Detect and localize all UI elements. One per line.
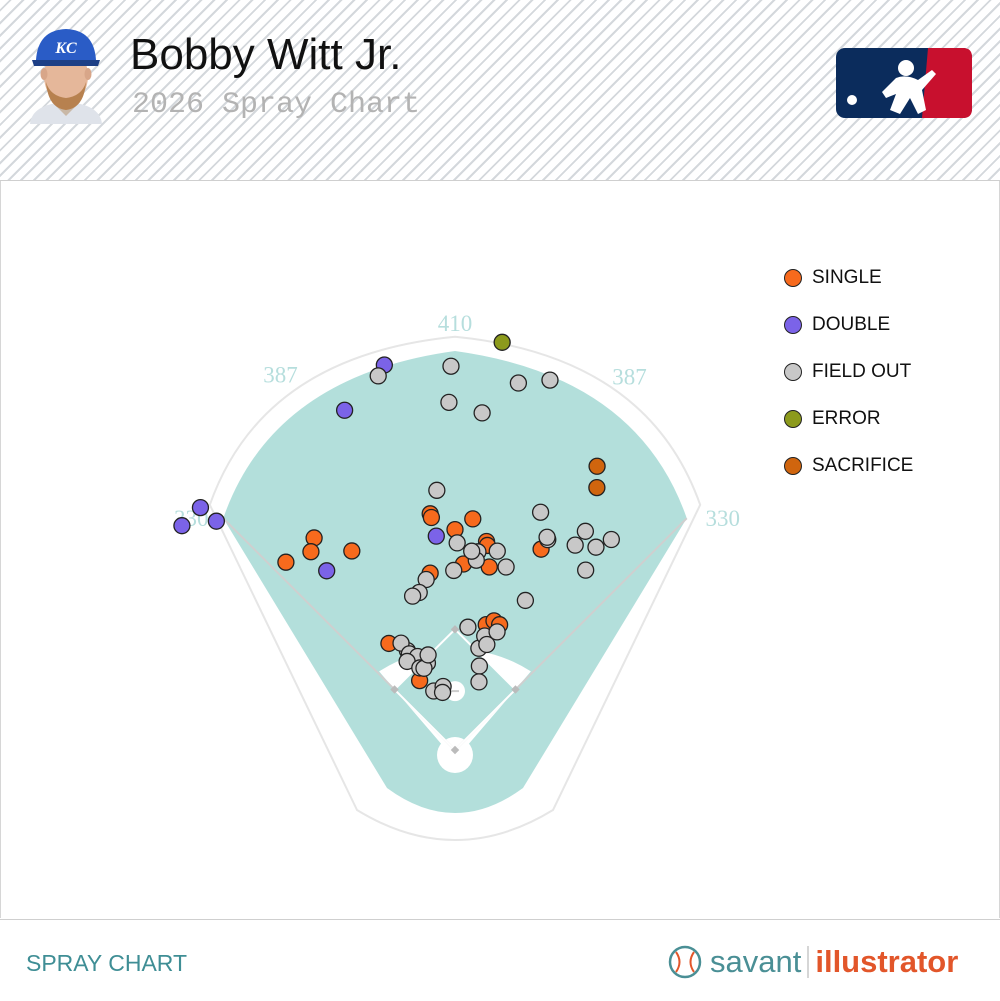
chart-subtitle: 2026 Spray Chart bbox=[132, 88, 421, 122]
hit-point-field-out bbox=[440, 393, 458, 412]
outfield-grass bbox=[223, 351, 687, 813]
hit-point-field-out bbox=[488, 623, 506, 641]
hit-point-field-out bbox=[538, 528, 556, 546]
hit-point-double bbox=[318, 562, 336, 580]
hit-point-single bbox=[343, 542, 361, 560]
hit-point-field-out bbox=[497, 558, 515, 576]
player-avatar: KC bbox=[30, 29, 102, 124]
distance-label-410: 410 bbox=[438, 311, 473, 336]
hit-point-field-out bbox=[473, 404, 491, 422]
hit-point-field-out bbox=[442, 357, 460, 375]
legend-label-error: ERROR bbox=[812, 407, 881, 429]
hit-point-sacrifice bbox=[588, 478, 606, 497]
hit-point-single bbox=[277, 553, 295, 571]
legend-label-field-out: FIELD OUT bbox=[812, 360, 912, 382]
header-banner: KC Bobby Witt Jr. 2026 Spray Chart bbox=[0, 0, 1000, 181]
brand-logo: savant illustrator bbox=[668, 940, 988, 984]
legend-item-field-out: FIELD OUT bbox=[784, 348, 913, 395]
hit-point-field-out bbox=[403, 587, 422, 605]
hit-point-sacrifice bbox=[588, 457, 606, 475]
hit-point-field-out bbox=[587, 538, 605, 556]
hit-point-double bbox=[427, 527, 445, 545]
baseball-icon bbox=[668, 945, 702, 979]
legend-label-double: DOUBLE bbox=[812, 313, 891, 335]
hit-point-field-out bbox=[566, 536, 584, 554]
third-base bbox=[390, 685, 399, 694]
hit-point-field-out bbox=[459, 618, 477, 636]
hit-point-double bbox=[335, 401, 354, 419]
legend-marker-sacrifice bbox=[784, 456, 802, 475]
hit-point-field-out bbox=[369, 367, 387, 385]
hit-point-field-out bbox=[470, 657, 489, 675]
hit-point-field-out bbox=[463, 542, 481, 560]
distance-label-387: 387 bbox=[263, 363, 298, 388]
hit-point-single bbox=[464, 510, 482, 528]
team-cap-letters: KC bbox=[54, 40, 77, 57]
hit-point-field-out bbox=[419, 646, 437, 664]
hit-point-field-out bbox=[445, 561, 463, 580]
hit-point-field-out bbox=[602, 530, 620, 549]
legend-marker-single bbox=[784, 268, 802, 287]
hit-point-field-out bbox=[428, 481, 446, 499]
hit-point-double bbox=[191, 498, 210, 517]
legend-marker-double bbox=[784, 315, 802, 334]
legend-marker-field-out bbox=[784, 362, 802, 381]
hit-point-single bbox=[302, 543, 320, 561]
league-logo-icon bbox=[836, 48, 972, 118]
hit-point-double bbox=[173, 517, 191, 535]
hit-point-field-out bbox=[577, 561, 595, 579]
footer-label: SPRAY CHART bbox=[26, 950, 188, 976]
pitchers-rubber bbox=[451, 690, 459, 693]
second-base bbox=[450, 625, 460, 634]
hit-point-field-out bbox=[433, 683, 452, 702]
hit-point-field-out bbox=[576, 522, 595, 540]
brand-name-left: savant bbox=[710, 944, 802, 979]
hit-point-field-out bbox=[478, 635, 496, 654]
legend-item-error: ERROR bbox=[784, 395, 913, 442]
legend-label-single: SINGLE bbox=[812, 266, 882, 288]
distance-label-387: 387 bbox=[612, 365, 647, 390]
hit-point-field-out bbox=[541, 371, 559, 389]
hit-point-field-out bbox=[516, 591, 535, 610]
hit-point-error bbox=[493, 333, 511, 351]
hit-point-field-out bbox=[470, 673, 488, 691]
legend-item-single: SINGLE bbox=[784, 254, 913, 301]
chart-legend: SINGLE DOUBLE FIELD OUT ERROR SACRIFICE bbox=[784, 254, 913, 489]
hit-point-field-out bbox=[509, 374, 528, 392]
home-plate bbox=[450, 745, 460, 755]
hit-point-field-out bbox=[488, 542, 506, 560]
hit-point-single bbox=[422, 508, 441, 527]
legend-item-double: DOUBLE bbox=[784, 301, 913, 348]
legend-item-sacrifice: SACRIFICE bbox=[784, 442, 913, 489]
player-name: Bobby Witt Jr. bbox=[130, 30, 402, 79]
footer-bar: SPRAY CHART savant illustrator bbox=[0, 919, 1000, 1001]
distance-label-330: 330 bbox=[706, 506, 741, 531]
hit-point-double bbox=[207, 512, 226, 530]
legend-marker-error bbox=[784, 409, 802, 428]
legend-label-sacrifice: SACRIFICE bbox=[812, 454, 914, 476]
brand-divider bbox=[807, 946, 810, 978]
hit-point-field-out bbox=[531, 503, 550, 521]
home-plate-circle bbox=[437, 737, 473, 773]
brand-name-right: illustrator bbox=[815, 944, 959, 979]
hit-point-field-out bbox=[448, 534, 466, 552]
